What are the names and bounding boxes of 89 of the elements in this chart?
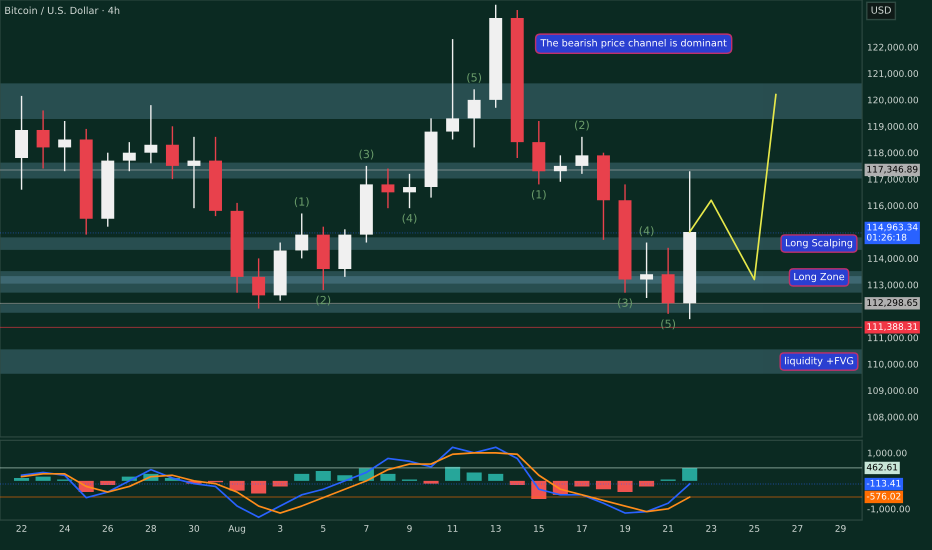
candlestick bbox=[295, 212, 308, 260]
candlestick bbox=[166, 126, 179, 180]
y-tick-label: 118,000.00 bbox=[868, 149, 918, 158]
bar bbox=[380, 474, 396, 481]
ref-line-label: 112,298.65 bbox=[867, 299, 918, 307]
candlestick bbox=[252, 258, 266, 310]
bar bbox=[14, 478, 30, 481]
candlestick bbox=[403, 173, 416, 209]
candlestick bbox=[58, 120, 72, 172]
x-tick-label: 24 bbox=[60, 525, 70, 532]
candlestick bbox=[144, 104, 158, 164]
candlestick bbox=[554, 154, 567, 182]
y-tick-label: 1,000.00 bbox=[868, 450, 907, 458]
annotation: (1) bbox=[532, 190, 546, 200]
line-series bbox=[688, 94, 777, 280]
x-tick-label: 23 bbox=[706, 525, 716, 532]
x-tick-label: 11 bbox=[448, 525, 458, 532]
x-tick-label: 7 bbox=[364, 525, 368, 532]
bar bbox=[36, 476, 51, 481]
y-tick-label: 110,000.00 bbox=[868, 360, 918, 369]
ref-line-label: 114,963.34 01:26:18 bbox=[867, 224, 918, 241]
bar bbox=[466, 472, 482, 481]
bar bbox=[445, 466, 460, 481]
x-tick-label: 5 bbox=[321, 525, 326, 532]
x-tick-label: 28 bbox=[146, 525, 156, 532]
bar bbox=[272, 480, 288, 486]
candlestick bbox=[36, 110, 50, 170]
bar bbox=[574, 480, 590, 486]
y-axis-title: USD bbox=[872, 6, 891, 14]
bar bbox=[682, 468, 698, 481]
bar bbox=[510, 480, 525, 486]
y-tick-label: 109,000.00 bbox=[868, 387, 918, 395]
candlestick bbox=[381, 168, 394, 209]
y-tick-label: 122,000.00 bbox=[868, 44, 918, 52]
x-tick-label: 22 bbox=[16, 525, 26, 532]
x-tick-label: 17 bbox=[577, 525, 587, 532]
bar bbox=[230, 480, 245, 491]
candlestick bbox=[188, 136, 200, 209]
x-tick-label: 25 bbox=[749, 525, 760, 532]
x-tick-label: 19 bbox=[620, 525, 630, 532]
bar bbox=[617, 480, 633, 492]
x-tick-label: Aug bbox=[228, 525, 246, 534]
x-tick-label: 21 bbox=[663, 525, 674, 532]
bar bbox=[251, 480, 266, 494]
ref-line-label: -113.41 bbox=[866, 480, 900, 487]
x-tick-label: 9 bbox=[407, 525, 412, 532]
band-label: liquidity +FVG bbox=[784, 356, 854, 366]
bar bbox=[596, 480, 612, 490]
x-tick-label: 13 bbox=[490, 525, 501, 532]
candlestick bbox=[575, 136, 588, 175]
annotation: The bearish price channel is dominant bbox=[540, 38, 727, 48]
ref-line-label: 462.61 bbox=[866, 464, 898, 471]
bar bbox=[639, 480, 654, 486]
ref-line-label: 117,346.89 bbox=[867, 166, 918, 174]
ref-line-label: -576.02 bbox=[866, 492, 900, 500]
candlestick bbox=[468, 88, 481, 148]
candlestick bbox=[122, 141, 136, 172]
annotation: (1) bbox=[294, 197, 309, 208]
annotation: (5) bbox=[467, 73, 482, 83]
y-tick-label: -1,000.00 bbox=[867, 506, 910, 514]
candlestick bbox=[446, 38, 460, 140]
y-tick-label: 108,000.00 bbox=[868, 414, 918, 422]
bar bbox=[294, 474, 310, 481]
annotation: (4) bbox=[640, 226, 654, 236]
annotation: (4) bbox=[402, 214, 416, 224]
annotation: (3) bbox=[359, 150, 374, 160]
x-tick-label: 26 bbox=[102, 525, 113, 532]
y-tick-label: 113,000.00 bbox=[868, 282, 918, 290]
y-tick-label: 120,000.00 bbox=[868, 96, 918, 104]
y-tick-label: 121,000.00 bbox=[868, 70, 918, 78]
bar bbox=[316, 471, 331, 481]
x-tick-label: 30 bbox=[188, 525, 200, 532]
band-label: Long Scalping bbox=[786, 238, 852, 248]
candlestick bbox=[640, 242, 654, 299]
x-tick-label: 15 bbox=[534, 525, 544, 532]
y-tick-label: 116,000.00 bbox=[868, 202, 918, 210]
x-tick-label: 29 bbox=[835, 525, 846, 532]
x-tick-label: 27 bbox=[792, 525, 802, 532]
bar bbox=[488, 474, 504, 481]
text: Bitcoin / U.S. Dollar · 4h bbox=[5, 6, 120, 15]
x-tick-label: 3 bbox=[278, 525, 282, 532]
ref-line-label: 111,388.31 bbox=[867, 323, 918, 331]
y-tick-label: 114,000.00 bbox=[868, 255, 918, 263]
annotation: (2) bbox=[575, 120, 589, 130]
y-tick-label: 111,000.00 bbox=[868, 334, 918, 342]
band-label: Long Zone bbox=[794, 272, 844, 282]
bar bbox=[100, 480, 116, 486]
y-tick-label: 117,000.00 bbox=[868, 176, 918, 184]
y-tick-label: 119,000.00 bbox=[868, 123, 918, 131]
